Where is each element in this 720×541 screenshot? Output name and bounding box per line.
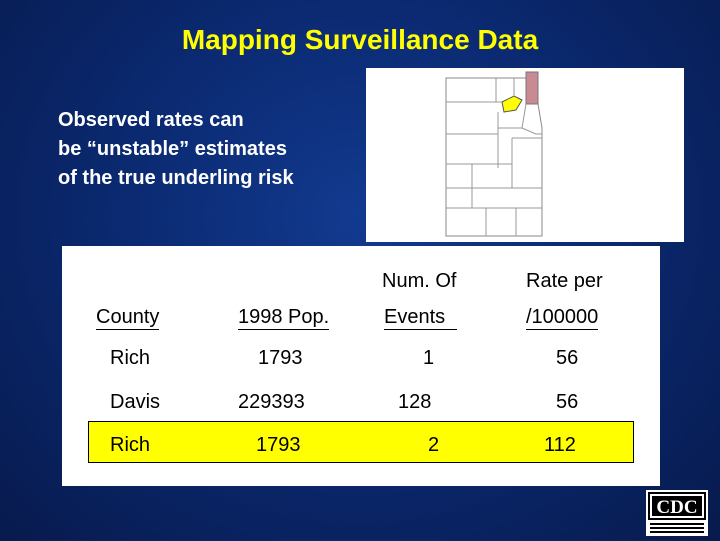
row3-events: 2 (428, 434, 440, 456)
slide-note: Observed rates can be “unstable” estimat… (58, 106, 358, 193)
map-svg (445, 71, 543, 237)
row1-events: 1 (423, 347, 435, 369)
header-county: County (96, 306, 160, 330)
row2-pop: 229393 (238, 391, 305, 413)
row2-county: Davis (110, 391, 161, 413)
cdc-logo-svg: CDC (648, 492, 706, 533)
row1-pop: 1793 (258, 347, 303, 369)
header-rate-1: Rate per (526, 270, 603, 292)
row3-county: Rich (110, 434, 151, 456)
row1-rate: 56 (556, 347, 579, 369)
cdc-logo-text: CDC (656, 497, 697, 518)
row1-county: Rich (110, 347, 151, 369)
highlight-row (88, 421, 634, 463)
row2-events: 128 (398, 391, 432, 413)
header-events-1: Num. Of (382, 270, 457, 292)
cdc-logo: CDC (646, 490, 708, 536)
header-pop: 1998 Pop. (238, 306, 330, 330)
header-events-2: Events (384, 306, 458, 330)
utah-county-map (366, 68, 684, 242)
row3-rate: 112 (544, 434, 576, 456)
row3-pop: 1793 (256, 434, 301, 456)
row2-rate: 56 (556, 391, 579, 413)
county-lines (446, 78, 542, 236)
note-line-3: of the true underling risk (58, 167, 294, 189)
note-line-2: be “unstable” estimates (58, 138, 287, 160)
slide-title: Mapping Surveillance Data (181, 24, 539, 55)
davis-county (501, 95, 523, 113)
header-rate-2: /100000 (526, 306, 599, 330)
rich-county (525, 71, 539, 105)
note-line-1: Observed rates can (58, 109, 244, 131)
